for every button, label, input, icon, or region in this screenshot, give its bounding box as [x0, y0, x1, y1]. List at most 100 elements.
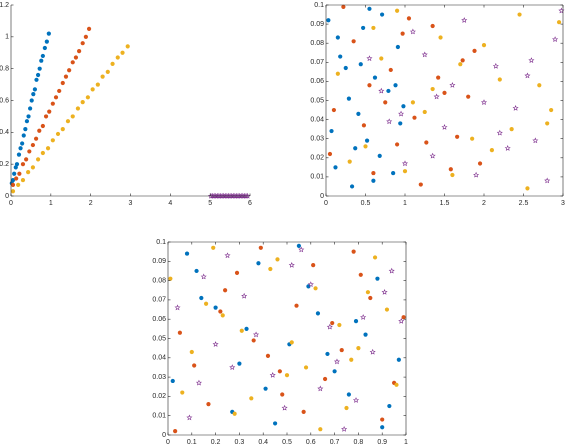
- dot-point: [329, 128, 334, 134]
- dot-point: [525, 186, 530, 191]
- dot-point: [263, 386, 268, 391]
- dot-point: [335, 35, 340, 40]
- dot-point: [368, 295, 373, 301]
- dot-point: [77, 49, 82, 54]
- dot-point: [120, 50, 125, 55]
- dot-point: [422, 109, 427, 115]
- dot-point: [256, 261, 261, 266]
- dot-point: [460, 58, 465, 63]
- star-point: [253, 331, 260, 338]
- star-point: [512, 104, 519, 111]
- y-tick-label: 0.07: [310, 59, 324, 66]
- dot-point: [277, 369, 282, 374]
- star-point: [378, 87, 385, 94]
- star-point: [552, 36, 559, 42]
- y-tick-label: 0.05: [310, 97, 324, 104]
- star-point: [504, 145, 511, 151]
- y-tick-label: 0: [162, 432, 166, 439]
- dot-point: [39, 58, 44, 63]
- y-tick-label: 0.09: [152, 258, 166, 265]
- dot-point: [27, 149, 32, 154]
- dot-point: [65, 119, 71, 124]
- star-point: [441, 124, 448, 130]
- dot-point: [177, 330, 182, 335]
- dot-point: [223, 288, 228, 293]
- dot-point: [450, 172, 455, 178]
- dot-point: [402, 169, 408, 174]
- star-point: [366, 55, 373, 62]
- dot-point: [377, 153, 382, 158]
- dot-point: [545, 121, 550, 126]
- star-point: [244, 192, 251, 199]
- dot-point: [206, 402, 211, 407]
- dot-point: [386, 88, 391, 94]
- x-tick-label: 0: [324, 200, 328, 207]
- dot-point: [28, 106, 33, 111]
- dot-point: [339, 347, 344, 353]
- dot-point: [80, 41, 85, 46]
- dot-point: [349, 357, 354, 362]
- dot-point: [470, 136, 475, 141]
- star-point: [369, 348, 376, 355]
- star-point: [449, 82, 456, 88]
- star-point: [242, 192, 250, 199]
- x-tick-label: 0.5: [282, 439, 292, 444]
- dot-point: [80, 99, 85, 105]
- dot-point: [358, 272, 363, 277]
- star-point: [421, 51, 428, 58]
- dot-point: [387, 403, 392, 409]
- dot-point: [203, 301, 209, 306]
- dot-point: [361, 123, 367, 128]
- dot-point: [284, 373, 290, 378]
- dot-point: [21, 133, 26, 138]
- dot-point: [40, 53, 45, 59]
- star-point: [409, 28, 416, 35]
- dot-point: [303, 365, 309, 370]
- dot-point: [517, 12, 522, 17]
- x-tick-label: 0.5: [361, 200, 371, 207]
- star-point: [174, 304, 181, 311]
- dot-point: [418, 182, 423, 187]
- dot-point: [343, 65, 348, 71]
- dot-point: [75, 106, 81, 111]
- y-tick-label: 0.03: [310, 136, 324, 143]
- y-tick-label: 0.07: [152, 297, 166, 304]
- dot-point: [383, 100, 388, 105]
- y-tick-label: 0.02: [152, 393, 166, 400]
- dot-point: [322, 376, 328, 382]
- dot-point: [10, 189, 16, 194]
- dot-point: [44, 39, 49, 44]
- star-point: [401, 160, 409, 167]
- x-tick-label: 0.6: [306, 439, 316, 444]
- star-point: [398, 110, 405, 117]
- dot-point: [358, 62, 363, 67]
- dot-point: [326, 18, 331, 23]
- dot-point: [218, 309, 223, 314]
- dot-point: [20, 162, 26, 167]
- dot-point: [34, 77, 39, 82]
- dot-point: [26, 114, 31, 119]
- dot-point: [268, 266, 273, 272]
- dot-point: [244, 326, 249, 331]
- dot-point: [273, 421, 278, 426]
- dot-point: [53, 95, 59, 100]
- star-point: [288, 261, 295, 268]
- x-tick-label: 2.5: [519, 200, 529, 207]
- dot-point: [115, 55, 120, 60]
- x-tick-label: 0.8: [354, 439, 364, 444]
- dot-point: [232, 411, 237, 416]
- dot-point: [371, 25, 376, 31]
- y-tick-label: 0.01: [310, 174, 324, 181]
- x-tick-label: 1: [403, 200, 407, 207]
- dot-point: [170, 378, 175, 384]
- dot-point: [424, 140, 429, 145]
- star-point: [224, 252, 231, 259]
- dot-point: [280, 392, 285, 397]
- dot-point: [330, 320, 335, 326]
- dot-point: [294, 303, 299, 308]
- x-tick-label: 0.4: [258, 439, 268, 444]
- dot-point: [249, 396, 254, 401]
- x-tick-label: 1: [404, 439, 408, 444]
- dot-point: [351, 39, 356, 44]
- dot-point: [400, 31, 405, 36]
